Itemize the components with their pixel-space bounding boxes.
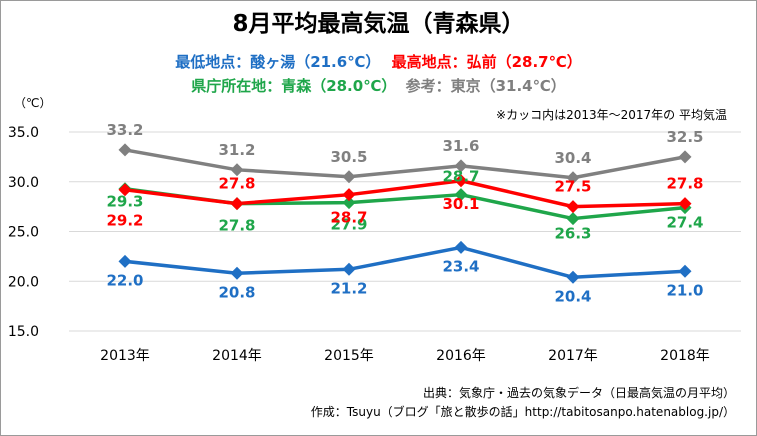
data-point-marker — [678, 150, 692, 164]
data-label: 21.2 — [330, 279, 367, 297]
data-label: 20.4 — [554, 287, 591, 305]
max-point-label: 最高地点：弘前（28.7℃） — [391, 53, 582, 71]
data-point-marker — [118, 183, 132, 197]
data-label: 27.4 — [666, 214, 703, 232]
x-tick-label: 2015年 — [324, 348, 374, 364]
data-label: 27.8 — [218, 217, 255, 235]
data-label: 22.0 — [106, 271, 143, 289]
data-point-marker — [454, 159, 468, 173]
x-tick-label: 2018年 — [660, 348, 710, 364]
data-point-marker — [230, 197, 244, 211]
data-point-marker — [566, 270, 580, 284]
data-point-marker — [454, 188, 468, 202]
data-label: 27.8 — [666, 175, 703, 193]
average-note: ※カッコ内は2013年～2017年の 平均気温 — [496, 108, 727, 122]
x-tick-label: 2017年 — [548, 348, 598, 364]
data-label: 30.4 — [554, 149, 591, 167]
x-tick-label: 2013年 — [100, 348, 150, 364]
y-tick-label: 30.0 — [8, 175, 39, 191]
source-text: 出典：気象庁・過去の気象データ（日最高気温の月平均） — [422, 386, 735, 400]
data-point-marker — [566, 200, 580, 214]
data-point-marker — [342, 170, 356, 184]
series-line-1 — [124, 179, 686, 209]
data-label: 27.9 — [330, 216, 367, 234]
data-point-marker — [118, 143, 132, 157]
credit-text: 作成：Tsuyu（ブログ「旅と散歩の話」http://tabitosanpo.h… — [310, 405, 735, 419]
y-tick-label: 20.0 — [8, 274, 39, 290]
data-label: 29.3 — [106, 193, 143, 211]
min-point-label: 最低地点：酸ヶ湯（21.6℃） — [175, 53, 381, 71]
x-tick-label: 2014年 — [212, 348, 262, 364]
reference-label: 参考：東京（31.4℃） — [405, 77, 566, 95]
y-tick-label: 15.0 — [8, 324, 39, 340]
series-line-3 — [124, 245, 686, 280]
data-label: 32.5 — [666, 128, 703, 146]
data-label: 21.0 — [666, 281, 703, 299]
data-point-marker — [678, 264, 692, 278]
data-label: 30.1 — [442, 195, 479, 213]
subtitle-row-2: 県庁所在地：青森（28.0℃） 参考：東京（31.4℃） — [0, 79, 757, 94]
data-point-marker — [342, 188, 356, 202]
data-point-marker — [678, 197, 692, 211]
y-axis-unit: （℃） — [14, 96, 52, 110]
data-label: 33.2 — [106, 121, 143, 139]
data-point-marker — [454, 240, 468, 254]
data-label: 20.8 — [218, 283, 255, 301]
data-label: 31.6 — [442, 137, 479, 155]
data-label: 27.5 — [554, 178, 591, 196]
data-label: 26.3 — [554, 225, 591, 243]
subtitle-row-1: 最低地点：酸ヶ湯（21.6℃） 最高地点：弘前（28.7℃） — [0, 55, 757, 70]
data-label: 23.4 — [442, 257, 479, 275]
series-line-0 — [124, 148, 686, 180]
prefectural-capital-label: 県庁所在地：青森（28.0℃） — [191, 77, 397, 95]
data-label: 31.2 — [218, 141, 255, 159]
x-tick-label: 2016年 — [436, 348, 486, 364]
data-point-marker — [454, 174, 468, 188]
data-point-marker — [118, 254, 132, 268]
y-tick-label: 25.0 — [8, 225, 39, 241]
data-label: 28.7 — [330, 209, 367, 227]
data-label: 28.7 — [442, 168, 479, 186]
data-label: 30.5 — [330, 148, 367, 166]
data-label: 29.2 — [106, 212, 143, 230]
data-point-marker — [566, 212, 580, 226]
chart-title: 8月平均最高気温（青森県） — [232, 11, 525, 37]
data-point-marker — [566, 171, 580, 185]
data-point-marker — [230, 163, 244, 177]
data-point-marker — [342, 196, 356, 210]
y-tick-label: 35.0 — [8, 125, 39, 141]
data-point-marker — [342, 262, 356, 276]
series-line-2 — [124, 186, 686, 221]
data-label: 27.8 — [218, 175, 255, 193]
data-point-marker — [230, 266, 244, 280]
